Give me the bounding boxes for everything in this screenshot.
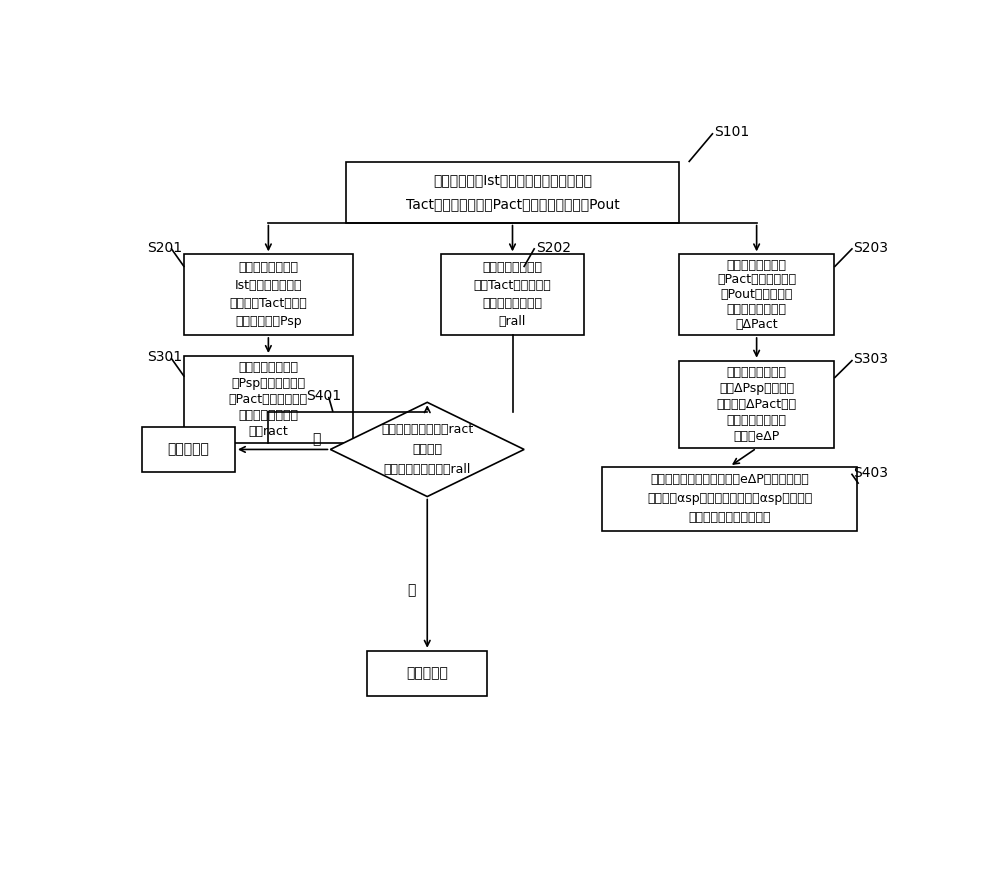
Bar [367, 650, 487, 697]
Text: 将所述阴极目标压: 将所述阴极目标压 [727, 366, 787, 379]
Text: 比rall: 比rall [499, 316, 526, 328]
Polygon shape [330, 402, 524, 496]
Text: S401: S401 [306, 389, 341, 403]
Bar [142, 427, 235, 472]
Text: 阴极目标压力Psp: 阴极目标压力Psp [235, 316, 302, 328]
Text: 目标开度αsp；将所述目标开度αsp输入背压: 目标开度αsp；将所述目标开度αsp输入背压 [647, 492, 812, 505]
Text: 关闭泄压阀: 关闭泄压阀 [168, 442, 209, 456]
Bar [184, 356, 353, 443]
Text: S303: S303 [854, 352, 889, 366]
Text: 得实际压力超限百: 得实际压力超限百 [238, 409, 298, 422]
Text: S101: S101 [714, 125, 749, 139]
Text: 根据所述阴极压力差偏差量eΔP，获取背压阀: 根据所述阴极压力差偏差量eΔP，获取背压阀 [650, 473, 809, 486]
Text: 是: 是 [407, 584, 416, 598]
Text: 际压力差ΔPact进行: 际压力差ΔPact进行 [717, 398, 797, 411]
Text: 打开泄压阀: 打开泄压阀 [406, 667, 448, 681]
Text: 实际压力超限百分比ract: 实际压力超限百分比ract [381, 423, 473, 436]
Text: 温度Tact，获取可接: 温度Tact，获取可接 [474, 279, 551, 292]
Text: 可接受的超限百分比rall: 可接受的超限百分比rall [384, 463, 471, 476]
Text: 运算，获得压力差: 运算，获得压力差 [727, 413, 787, 427]
Text: Tact、阴极实际压力Pact以及阴极出口压力Pout: Tact、阴极实际压力Pact以及阴极出口压力Pout [406, 198, 619, 212]
Bar [346, 162, 679, 223]
Text: 力Psp与阴极实际压: 力Psp与阴极实际压 [231, 378, 305, 390]
Text: 实际温度Tact，获取: 实际温度Tact，获取 [230, 297, 307, 310]
Text: 是否大于: 是否大于 [412, 443, 442, 456]
Bar [679, 361, 834, 448]
Text: 差ΔPact: 差ΔPact [735, 317, 778, 330]
Text: 将所述阴极目标压: 将所述阴极目标压 [238, 361, 298, 374]
Bar [602, 467, 857, 531]
Bar [184, 254, 353, 335]
Text: 阀，使其实现相应的开度: 阀，使其实现相应的开度 [688, 511, 771, 524]
Text: 受的压力超限百分: 受的压力超限百分 [482, 297, 542, 310]
Text: 根据所述需求电流: 根据所述需求电流 [238, 261, 298, 274]
Text: 力Pout进行运算，: 力Pout进行运算， [720, 288, 793, 302]
Bar [441, 254, 584, 335]
Text: 力差ΔPsp与阴极实: 力差ΔPsp与阴极实 [719, 382, 794, 395]
Text: 将所述阴极实际压: 将所述阴极实际压 [727, 259, 787, 272]
Text: 获取需求电流Ist、燃料电池阴极实际温度: 获取需求电流Ist、燃料电池阴极实际温度 [433, 173, 592, 187]
Text: S203: S203 [854, 240, 889, 254]
Text: S403: S403 [854, 466, 889, 480]
Text: 力Pact与阴极出口压: 力Pact与阴极出口压 [717, 274, 796, 287]
Text: S301: S301 [147, 350, 182, 364]
Text: Ist与燃料电池阴极: Ist与燃料电池阴极 [235, 279, 302, 292]
Text: 根据所述阴极实际: 根据所述阴极实际 [482, 261, 542, 274]
Text: S201: S201 [147, 240, 182, 254]
Text: 力Pact进行运算，获: 力Pact进行运算，获 [229, 393, 308, 406]
Text: 获得阴极实际压力: 获得阴极实际压力 [727, 303, 787, 316]
Text: 偏差量eΔP: 偏差量eΔP [734, 430, 780, 442]
Text: 否: 否 [313, 433, 321, 447]
Text: 分比ract: 分比ract [248, 425, 288, 438]
Text: S202: S202 [536, 240, 571, 254]
Bar [679, 254, 834, 335]
